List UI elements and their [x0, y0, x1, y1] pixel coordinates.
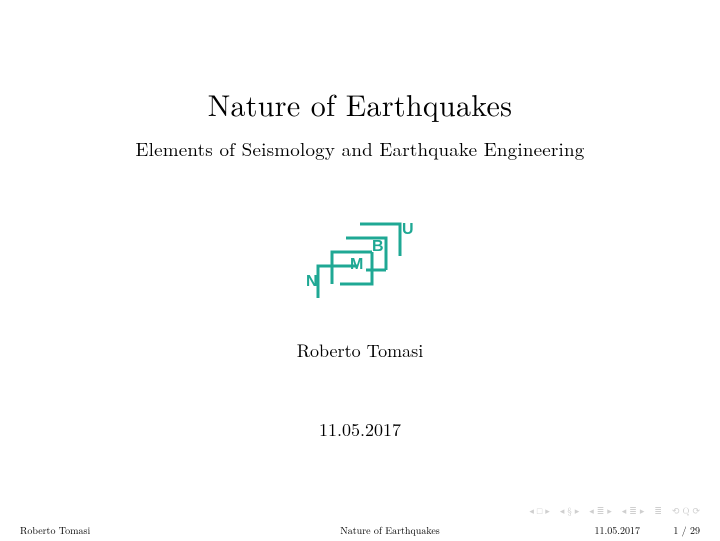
nav-backforward-icon[interactable]: ⟲ Q ⟳	[672, 504, 700, 517]
footer-author: Roberto Tomasi	[20, 523, 240, 537]
slide-title: Nature of Earthquakes	[208, 82, 513, 125]
nav-section-icon[interactable]: ◂ ≣ ▸	[622, 504, 645, 517]
nav-frame-icon[interactable]: ◂ § ▸	[560, 504, 579, 517]
logo-letter-m: M	[350, 256, 363, 273]
footer: Roberto Tomasi Nature of Earthquakes 11.…	[0, 523, 720, 541]
nav-slide-icon[interactable]: ◂ □ ▸	[529, 504, 549, 517]
logo-letter-u: U	[402, 221, 414, 238]
footer-page: 1 / 29	[640, 523, 700, 537]
slide-subtitle: Elements of Seismology and Earthquake En…	[135, 135, 584, 162]
footer-date: 11.05.2017	[540, 523, 640, 537]
slide: Nature of Earthquakes Elements of Seismo…	[0, 0, 720, 541]
logo-letter-b: B	[372, 238, 384, 255]
footer-title: Nature of Earthquakes	[240, 523, 540, 537]
date: 11.05.2017	[319, 417, 401, 442]
beamer-nav-symbols[interactable]: ◂ □ ▸ ◂ § ▸ ◂ ≣ ▸ ◂ ≣ ▸ ≣ ⟲ Q ⟳	[529, 504, 700, 517]
nav-doc-icon[interactable]: ≣	[654, 504, 662, 517]
nav-subsection-icon[interactable]: ◂ ≣ ▸	[589, 504, 612, 517]
nmbu-logo: U B M N	[306, 218, 414, 304]
author: Roberto Tomasi	[297, 338, 423, 363]
logo-letter-n: N	[306, 273, 318, 290]
